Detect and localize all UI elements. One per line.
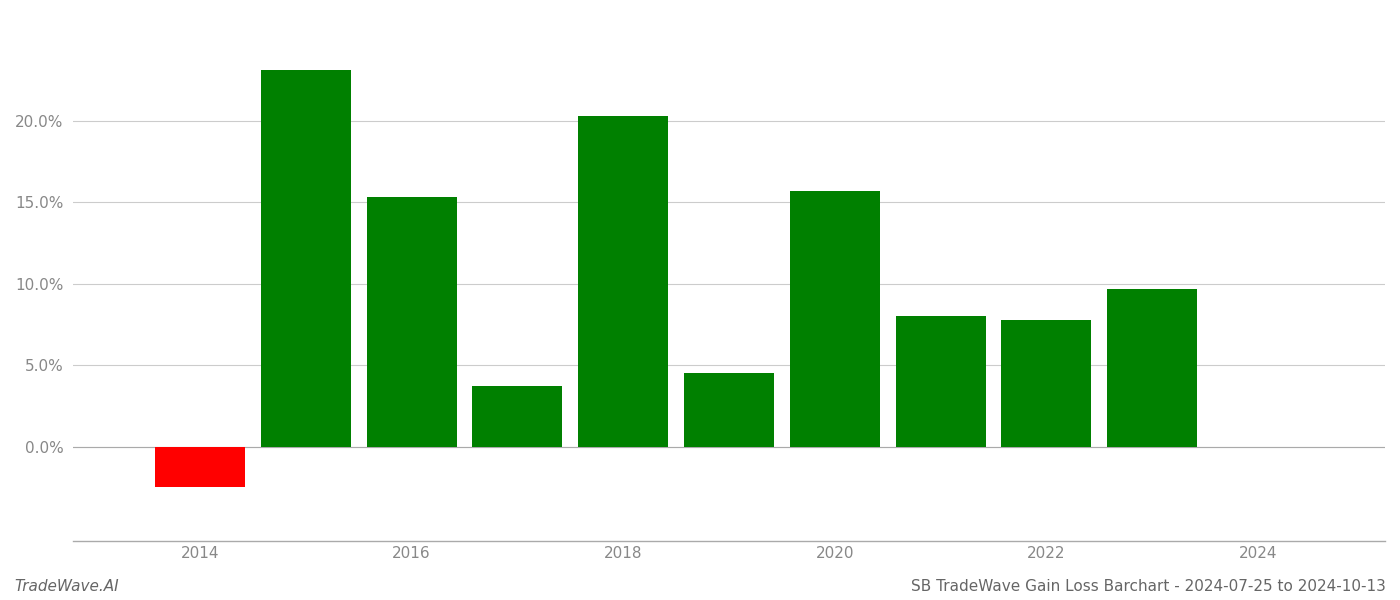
Text: TradeWave.AI: TradeWave.AI	[14, 579, 119, 594]
Bar	[790, 191, 879, 446]
Bar	[1001, 320, 1092, 446]
Bar	[1107, 289, 1197, 446]
Bar	[155, 446, 245, 487]
Bar	[578, 116, 668, 446]
Bar	[472, 386, 563, 446]
Bar	[685, 373, 774, 446]
Text: SB TradeWave Gain Loss Barchart - 2024-07-25 to 2024-10-13: SB TradeWave Gain Loss Barchart - 2024-0…	[911, 579, 1386, 594]
Bar	[367, 197, 456, 446]
Bar	[896, 316, 986, 446]
Bar	[260, 70, 351, 446]
